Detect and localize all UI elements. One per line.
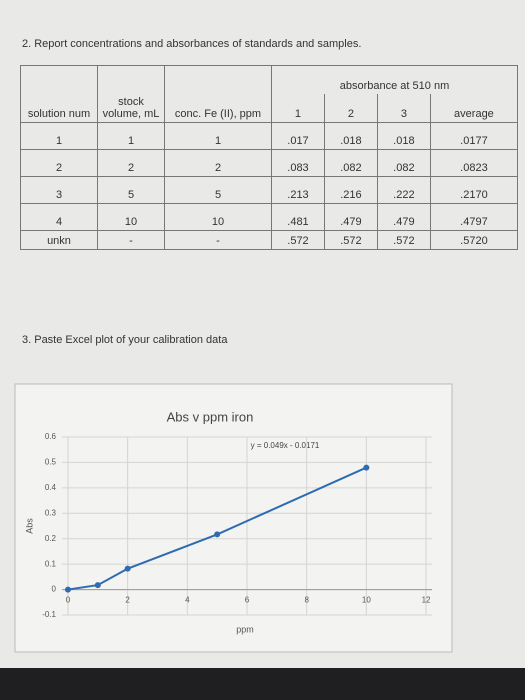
subheader-row: 1 2 3 average: [21, 94, 519, 123]
data-cell: 5: [97, 176, 165, 204]
data-row: 1 1 1.017.018.018.0177: [20, 122, 519, 150]
x-tick-label: 2: [125, 596, 130, 605]
x-tick-label: 12: [422, 596, 431, 605]
x-tick-label: 4: [185, 596, 190, 605]
data-row: unkn - - .572.572.572.5720: [20, 230, 519, 250]
group-header: absorbance at 510 nm: [271, 65, 518, 94]
taskbar: [0, 668, 525, 700]
header-cell: stock volume, mL: [97, 65, 165, 123]
chart-frame: [14, 383, 453, 653]
y-tick-label: 0.4: [45, 483, 57, 492]
y-tick-label: 0.1: [45, 559, 57, 568]
data-cell: 2: [164, 149, 272, 177]
header-row: solution num stock volume, mL conc. Fe (II…: [20, 65, 518, 123]
subheader-cell: average: [429, 94, 519, 123]
point: [214, 531, 221, 538]
data-cell: 10: [164, 203, 272, 231]
data-cell: .572: [271, 230, 325, 250]
data-cell: 1: [164, 122, 272, 150]
header-cell: conc. Fe (II), ppm: [164, 65, 272, 123]
equation: y = 0.049x - 0.0171: [251, 441, 320, 450]
x-tick-label: 10: [362, 596, 371, 605]
results-table: solution num stock volume, mL conc. Fe (II…: [20, 65, 519, 250]
point: [124, 565, 131, 572]
header-cell: solution num: [20, 65, 98, 123]
point: [94, 582, 101, 589]
y-tick-label: 0.5: [45, 458, 57, 467]
data-cell: .083: [271, 149, 325, 177]
data-cell: .5720: [429, 230, 519, 250]
chart-title: Abs v ppm iron: [167, 409, 254, 424]
subheader-cell: 1: [271, 94, 325, 123]
y-axis-label: Abs: [24, 518, 34, 534]
y-tick-label: 0.3: [45, 508, 57, 517]
x-tick-label: 0: [66, 596, 71, 605]
x-tick-label: 6: [245, 596, 250, 605]
x-axis-label: ppm: [236, 624, 254, 634]
question-2: 2. Report concentrations and absorbances…: [22, 38, 362, 50]
data-row: 4 10 10.481.479.479.4797: [20, 203, 519, 231]
data-cell: .4797: [429, 203, 519, 231]
data-cell: 4: [20, 203, 98, 231]
data-cell: .017: [271, 122, 325, 150]
point: [64, 586, 71, 593]
data-cell: .572: [376, 230, 431, 250]
y-tick-label: 0: [52, 585, 57, 594]
data-cell: .479: [323, 203, 378, 231]
data-row: 3 5 5.213.216.222.2170: [20, 176, 519, 204]
y-tick-label: 0.6: [45, 432, 57, 441]
data-cell: -: [164, 230, 272, 250]
subheader-cell: 2: [323, 94, 378, 123]
data-cell: 5: [164, 176, 272, 204]
data-cell: -: [97, 230, 165, 250]
y-tick-label: -0.1: [42, 610, 56, 619]
data-cell: .213: [271, 176, 325, 204]
chart: Abs v ppm iron y = 0.049x - 0.0171 Abs ppm -…: [14, 383, 453, 653]
x-tick-label: 8: [304, 596, 309, 605]
y-tick-label: 0.2: [45, 534, 57, 543]
point: [363, 464, 370, 471]
question-3: 3. Paste Excel plot of your calibration …: [22, 334, 228, 346]
subheader-cell: 3: [376, 94, 431, 123]
